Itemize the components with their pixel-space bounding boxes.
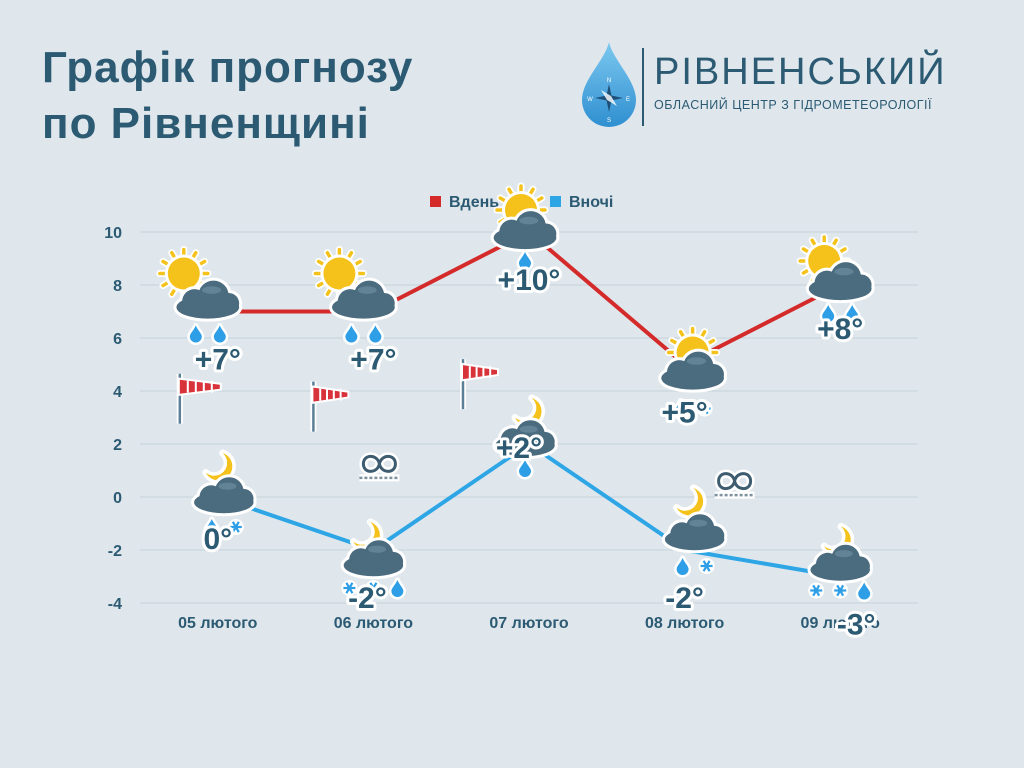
moon-cloud-rain-snow-icon (191, 449, 257, 539)
title-line-2: по Рівненщині (42, 99, 370, 148)
day-value-label: +5° (661, 397, 707, 430)
moon-cloud-snow-rain-icon (807, 523, 873, 602)
water-drop-compass-icon: N E S W (582, 42, 636, 127)
y-tick-label: 0 (113, 490, 122, 507)
sun-cloud-rain-icon (156, 246, 243, 345)
night-value-label: 0° (203, 523, 232, 556)
compass-letter-s: S (607, 118, 611, 124)
legend-label: Вдень (449, 194, 499, 211)
day-value-label: +8° (817, 313, 863, 346)
x-tick-label: 09 лютого (801, 615, 881, 632)
day-value-label: +7° (350, 344, 396, 377)
logo-divider (642, 48, 644, 126)
y-tick-label: -4 (108, 596, 122, 613)
sun-cloud-rain-icon (490, 182, 560, 272)
x-tick-label: 06 лютого (334, 615, 414, 632)
title-line-1: Графік прогнозу (42, 43, 414, 92)
logo-subtitle: ОБЛАСНИЙ ЦЕНТР З ГІДРОМЕТЕОРОЛОГІЇ (654, 98, 932, 112)
y-tick-label: 10 (104, 225, 122, 242)
night-value-label: -2° (348, 582, 387, 615)
night-value-label: -3° (837, 609, 876, 642)
day-value-label: +10° (498, 264, 561, 297)
logo-text: РІВНЕНСЬКИЙ ОБЛАСНИЙ ЦЕНТР З ГІДРОМЕТЕОР… (654, 50, 947, 112)
fog-icon (359, 452, 400, 482)
windsock-icon (460, 359, 499, 410)
compass-letter-w: W (587, 97, 593, 103)
y-tick-label: 2 (113, 437, 122, 454)
sun-cloud-rain-snow-icon (658, 325, 727, 420)
y-tick-label: 8 (113, 278, 122, 295)
y-tick-label: 4 (113, 384, 122, 401)
moon-cloud-rain-snow-icon (661, 484, 728, 578)
x-tick-label: 07 лютого (489, 615, 569, 632)
x-tick-label: 08 лютого (645, 615, 725, 632)
night-value-label: +2° (496, 432, 542, 465)
windsock-icon (176, 373, 222, 424)
moon-cloud-snow-rain-icon (340, 518, 407, 600)
windsock-icon (310, 381, 350, 432)
legend-swatch (430, 196, 441, 207)
page-title: Графік прогнозу по Рівненщині (42, 40, 413, 152)
legend-label: Вночі (569, 194, 613, 211)
y-tick-label: 6 (113, 331, 122, 348)
compass-letter-e: E (626, 97, 630, 103)
sun-cloud-rain-icon (796, 233, 875, 325)
day-value-label: +7° (195, 344, 241, 377)
x-tick-label: 05 лютого (178, 615, 258, 632)
y-tick-label: -2 (108, 543, 122, 560)
logo-name: РІВНЕНСЬКИЙ (654, 51, 947, 93)
compass-letter-n: N (607, 78, 611, 84)
logo: N E S W РІВНЕНСЬКИЙ ОБЛАСНИЙ ЦЕНТР З ГІД… (578, 40, 945, 132)
moon-cloud-rain-icon (492, 394, 558, 480)
fog-icon (714, 469, 755, 499)
sun-cloud-rain-icon (311, 246, 398, 345)
legend-swatch (550, 196, 561, 207)
night-value-label: -2° (665, 582, 704, 615)
